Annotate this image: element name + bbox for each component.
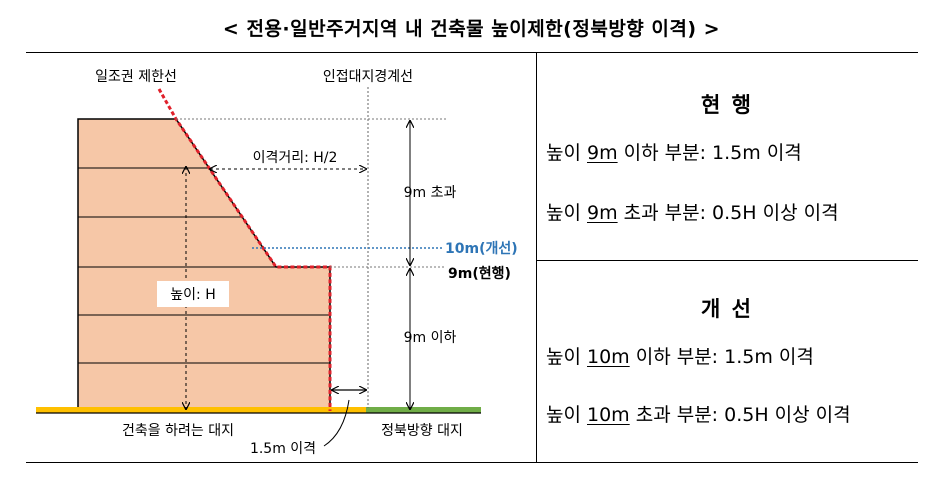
adjacent-boundary-label: 인접대지경계선	[323, 69, 413, 85]
north-site-ground	[366, 407, 481, 413]
frame-top-rule	[26, 52, 918, 53]
frame-bottom-rule	[26, 462, 918, 463]
setback-distance-label: 이격거리: H/2	[253, 150, 338, 166]
setback-label-bg	[236, 145, 354, 167]
current-heading: 현 행	[701, 93, 753, 117]
north-site-label: 정북방향 대지	[381, 423, 463, 439]
over-9m-label: 9m 초과	[404, 185, 457, 201]
current-line-2: 높이 9m 초과 부분: 0.5H 이상 이격	[546, 202, 839, 224]
building-site-label: 건축을 하려는 대지	[122, 423, 234, 439]
improved-heading: 개 선	[701, 297, 753, 321]
under-9m-label: 9m 이하	[404, 330, 457, 346]
improved-line-1: 높이 10m 이하 부분: 1.5m 이격	[546, 346, 814, 368]
daylight-limit-line	[157, 88, 332, 411]
current-9m-label: 9m(현행)	[448, 266, 511, 282]
building-floor-lines	[78, 167, 330, 364]
panel-divider	[536, 260, 918, 261]
page-title: < 전용·일반주거지역 내 건축물 높이제한(정북방향 이격) >	[222, 18, 721, 40]
column-divider	[536, 52, 537, 462]
setback-15m-label: 1.5m 이격	[250, 441, 316, 457]
building-site-ground	[36, 407, 366, 413]
improved-line-2: 높이 10m 초과 부분: 0.5H 이상 이격	[546, 404, 851, 426]
height-limit-diagram: 일조권 제한선 인접대지경계선 이격거리: H/2 9m 초과 10m(개선) …	[36, 69, 518, 457]
height-h-label: 높이: H	[170, 287, 215, 303]
setback-15m-callout	[323, 399, 350, 447]
current-line-1: 높이 9m 이하 부분: 1.5m 이격	[546, 142, 802, 164]
height-label-bg	[157, 281, 229, 307]
daylight-limit-label: 일조권 제한선	[95, 69, 177, 85]
improved-10m-label: 10m(개선)	[445, 241, 518, 257]
